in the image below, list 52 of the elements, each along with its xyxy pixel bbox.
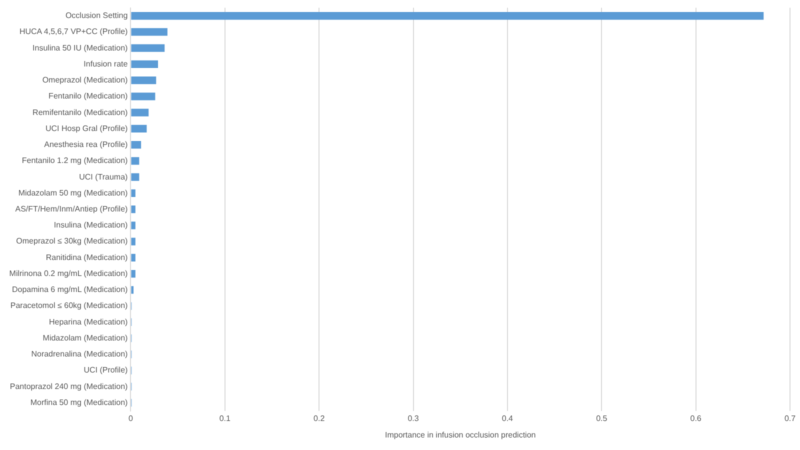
- y-tick-label: Insulina (Medication): [54, 220, 128, 230]
- x-tick-label: 0.7: [784, 414, 796, 423]
- y-tick-label: Fentanilo (Medication): [48, 92, 128, 101]
- x-axis-title: Importance in infusion occlusion prediction: [384, 430, 536, 440]
- y-tick-label: Occlusion Setting: [65, 11, 128, 20]
- y-tick-label: Paracetomol ≤ 60kg (Medication): [10, 301, 128, 310]
- y-tick-label: UCI (Trauma): [79, 172, 128, 182]
- y-tick-label: Omeprazol ≤ 30kg (Medication): [16, 236, 128, 246]
- y-tick-label: Pantoprazol 240 mg (Medication): [10, 382, 128, 391]
- bar: [131, 238, 136, 246]
- y-tick-label: Milrinona 0.2 mg/mL (Medication): [9, 268, 128, 278]
- y-tick-label: Ranitidina (Medication): [46, 252, 128, 262]
- x-tick-label: 0.2: [314, 414, 326, 423]
- y-tick-label: Midazolam (Medication): [42, 333, 128, 342]
- x-tick-label: 0.3: [408, 414, 420, 423]
- x-tick-label: 0.5: [596, 414, 608, 423]
- x-tick-label: 0.1: [219, 414, 232, 423]
- y-tick-label: HUCA 4,5,6,7 VP+CC (Profile): [19, 27, 128, 36]
- bar: [131, 60, 158, 68]
- bar: [131, 28, 168, 36]
- y-tick-label: Insulina 50 IU (Medication): [32, 43, 128, 52]
- bar: [131, 286, 134, 294]
- bar: [131, 270, 136, 278]
- y-tick-label: Morfina 50 mg (Medication): [30, 398, 128, 407]
- bar: [131, 44, 165, 52]
- bar: [131, 140, 142, 149]
- x-tick-label: 0.4: [502, 414, 514, 423]
- y-tick-label: Fentanilo 1.2 mg (Medication): [22, 156, 128, 166]
- bar: [131, 124, 147, 133]
- y-tick-label: Dopamina 6 mg/mL (Medication): [12, 285, 128, 294]
- y-tick-label: AS/FT/Hem/Inm/Antiep (Profile): [15, 204, 128, 214]
- bar: [131, 157, 140, 165]
- bar: [131, 12, 764, 20]
- bar: [131, 205, 136, 214]
- bar: [131, 189, 136, 198]
- y-tick-label: Omeprazol (Medication): [42, 76, 128, 85]
- y-tick-label: Anesthesia rea (Profile): [44, 140, 128, 150]
- bar: [131, 222, 136, 230]
- y-tick-label: Remifentanilo (Medication): [32, 108, 128, 117]
- bar: [131, 76, 156, 84]
- y-tick-label: Noradrenalina (Medication): [31, 350, 128, 359]
- bar: [131, 254, 136, 262]
- y-tick-label: Infusion rate: [84, 59, 128, 68]
- bar: [131, 173, 140, 181]
- y-tick-label: UCI Hosp Gral (Profile): [45, 124, 128, 133]
- y-tick-label: UCI (Profile): [84, 366, 128, 375]
- x-tick-label: 0: [128, 414, 134, 423]
- x-tick-label: 0.6: [690, 414, 702, 423]
- y-tick-label: Heparina (Medication): [49, 317, 128, 326]
- y-tick-label: Midazolam 50 mg (Medication): [18, 188, 128, 198]
- bar: [131, 92, 156, 100]
- bar: [131, 108, 149, 116]
